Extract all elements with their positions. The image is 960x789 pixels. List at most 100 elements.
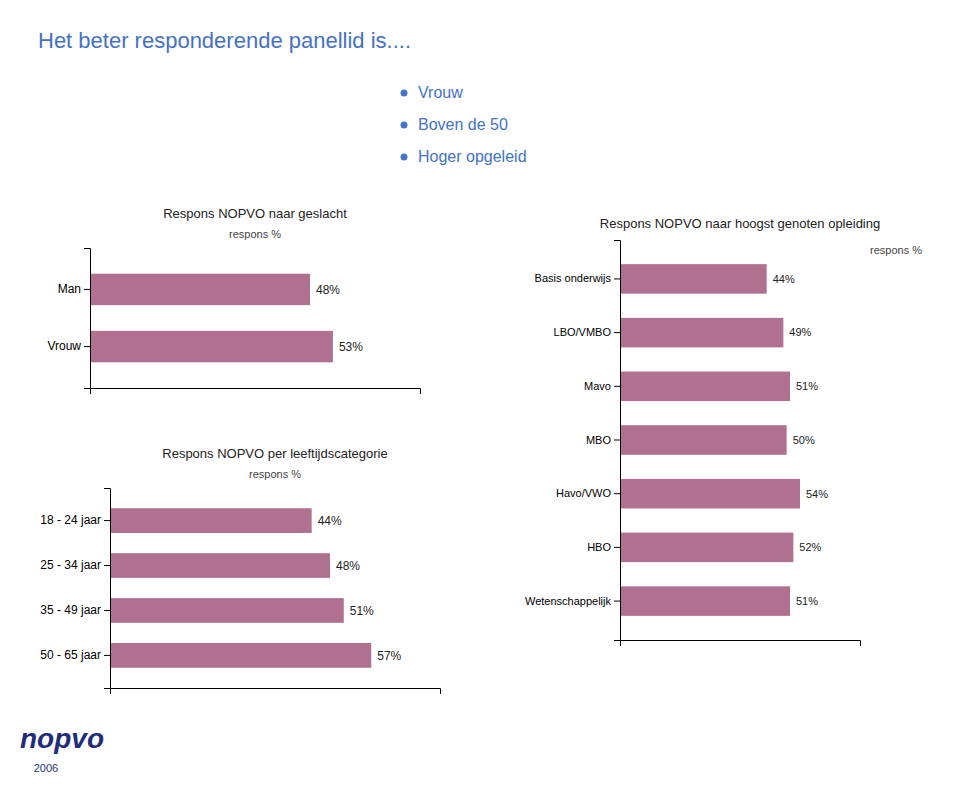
tick-mark — [84, 346, 90, 347]
bullet — [401, 154, 408, 161]
bar — [620, 479, 800, 509]
bar — [620, 586, 790, 616]
chart: Respons NOPVO per leeftijdscategorie resp… — [40, 446, 440, 694]
tick-label: 18 - 24 jaar — [40, 513, 101, 527]
bars — [620, 264, 800, 616]
data-label: 50% — [793, 434, 815, 446]
axis-label: respons % — [249, 468, 301, 480]
chart-title: Respons NOPVO naar geslacht — [163, 206, 347, 221]
data-label: 51% — [350, 604, 374, 618]
tick-mark — [614, 278, 620, 279]
tick-mark — [84, 289, 90, 290]
bar — [620, 318, 783, 348]
y-axis: 18 - 24 jaar 25 - 34 jaar 35 - 49 jaar 50 -… — [40, 489, 110, 689]
tick-label: 50 - 65 jaar — [40, 648, 101, 662]
tick: 35 - 49 jaar — [40, 603, 110, 617]
tick-mark — [104, 520, 110, 521]
axis-line — [91, 389, 421, 395]
logo-year: 2006 — [34, 762, 58, 774]
bar — [110, 598, 344, 623]
bullet — [401, 122, 408, 129]
chart: Respons NOPVO naar geslacht respons % Man V… — [47, 206, 420, 394]
bar — [90, 274, 310, 305]
axis-line — [111, 689, 441, 695]
y-axis: Basis onderwijs LBO/VMBO Mavo MBO Havo/VWO HB… — [525, 241, 621, 641]
chart: Respons NOPVO naar hoogst genoten opleid… — [525, 216, 922, 646]
tick-label: Basis onderwijs — [535, 272, 612, 284]
tick-mark — [614, 386, 620, 387]
data-label: 49% — [789, 326, 811, 338]
data-label: 53% — [339, 340, 363, 354]
tick: 50 - 65 jaar — [40, 648, 110, 662]
data-label: 48% — [336, 559, 360, 573]
tick: Havo/VWO — [556, 487, 620, 499]
bars — [110, 508, 371, 668]
x-axis — [621, 641, 861, 647]
bar — [620, 425, 787, 455]
page: Het beter responderende panellid is.... V… — [0, 0, 960, 789]
page-title: Het beter responderende panellid is.... — [38, 28, 411, 53]
tick: Vrouw — [47, 339, 90, 353]
tick-label: Mavo — [584, 380, 611, 392]
bar — [110, 508, 312, 533]
axis-label: respons % — [229, 228, 281, 240]
tick-label: MBO — [586, 434, 612, 446]
logo: nopvo — [20, 723, 104, 754]
tick: Wetenschappelijk — [525, 595, 620, 607]
axis-line — [104, 489, 111, 689]
data-label: 51% — [796, 380, 818, 392]
tick-mark — [614, 493, 620, 494]
bar — [620, 533, 793, 563]
bar — [620, 264, 767, 294]
y-axis: Man Vrouw — [47, 249, 90, 389]
data-labels: 44% 48% 51% 57% — [318, 514, 402, 663]
tick: MBO — [586, 434, 620, 446]
tick-mark — [614, 547, 620, 548]
data-label: 44% — [773, 273, 795, 285]
data-labels: 44% 49% 51% 50% 54% 52% 51% — [773, 273, 829, 607]
tick: LBO/VMBO — [554, 326, 620, 338]
data-label: 52% — [799, 541, 821, 553]
tick-label: Wetenschappelijk — [525, 595, 612, 607]
tick-label: HBO — [587, 541, 611, 553]
bullet — [401, 90, 408, 97]
bar — [620, 372, 790, 402]
tick-label: Havo/VWO — [556, 487, 611, 499]
chart-title: Respons NOPVO per leeftijdscategorie — [162, 446, 387, 461]
data-label: 48% — [316, 283, 340, 297]
data-labels: 48% 53% — [316, 283, 363, 354]
tick-label: 35 - 49 jaar — [40, 603, 101, 617]
tick: Mavo — [584, 380, 620, 392]
tick-mark — [104, 565, 110, 566]
data-label: 57% — [377, 649, 401, 663]
bullet-text: Boven de 50 — [418, 116, 508, 133]
tick-mark — [614, 440, 620, 441]
axis-line — [621, 641, 861, 647]
data-label: 54% — [806, 488, 828, 500]
tick-mark — [614, 332, 620, 333]
data-label: 51% — [796, 595, 818, 607]
x-axis — [111, 689, 441, 695]
bar — [110, 553, 330, 578]
tick-mark — [104, 610, 110, 611]
bullet-text: Hoger opgeleid — [418, 148, 527, 165]
bars — [90, 274, 333, 363]
tick: Man — [58, 282, 90, 296]
tick-label: Man — [58, 282, 81, 296]
tick-label: LBO/VMBO — [554, 326, 612, 338]
bar — [90, 331, 333, 362]
tick-mark — [614, 601, 620, 602]
data-label: 44% — [318, 514, 342, 528]
chart-title: Respons NOPVO naar hoogst genoten opleid… — [600, 216, 880, 231]
axis-line — [84, 249, 91, 389]
tick-label: Vrouw — [47, 339, 81, 353]
bar — [110, 643, 371, 668]
axis-label: respons % — [870, 244, 922, 256]
axis-line — [614, 241, 621, 641]
tick-mark — [104, 655, 110, 656]
bullet-text: Vrouw — [418, 84, 463, 101]
tick-label: 25 - 34 jaar — [40, 558, 101, 572]
tick: HBO — [587, 541, 620, 553]
tick: 25 - 34 jaar — [40, 558, 110, 572]
tick: Basis onderwijs — [535, 272, 620, 284]
